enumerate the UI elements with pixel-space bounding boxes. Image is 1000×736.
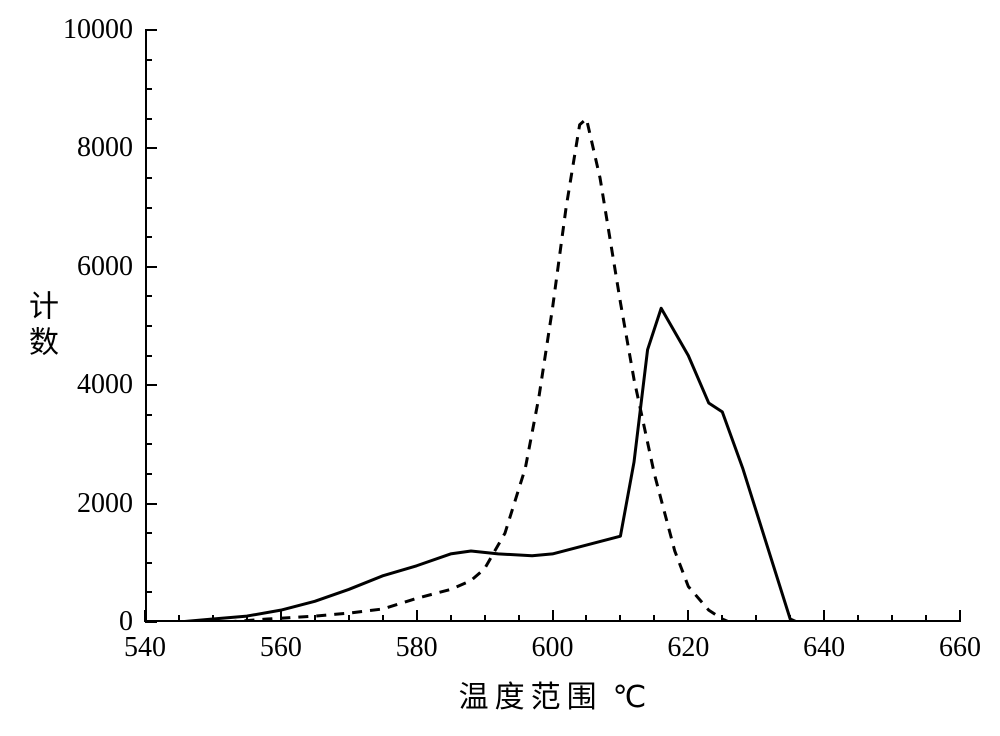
y-tick-label: 0 — [119, 606, 133, 638]
y-tick-label: 8000 — [77, 132, 133, 164]
x-tick-label: 580 — [396, 632, 438, 664]
x-tick-label: 620 — [667, 632, 709, 664]
y-tick-label: 2000 — [77, 488, 133, 520]
x-axis-label-unit: ℃ — [613, 681, 647, 714]
x-tick-label: 640 — [803, 632, 845, 664]
x-tick-label: 600 — [532, 632, 574, 664]
y-tick-label: 6000 — [77, 251, 133, 283]
chart-container: 540560580600620640660 020004000600080001… — [0, 0, 1000, 736]
y-axis-label: 计数 — [18, 290, 62, 362]
x-axis-label: 温度范围 ℃ — [459, 672, 647, 716]
chart-lines — [0, 0, 1000, 736]
x-tick-label: 560 — [260, 632, 302, 664]
y-tick-label: 4000 — [77, 369, 133, 401]
x-tick-label: 660 — [939, 632, 981, 664]
series-solid — [179, 308, 797, 622]
y-tick-label: 10000 — [63, 14, 133, 46]
series-dashed — [227, 119, 730, 622]
x-axis-label-text: 温度范围 — [459, 681, 603, 714]
